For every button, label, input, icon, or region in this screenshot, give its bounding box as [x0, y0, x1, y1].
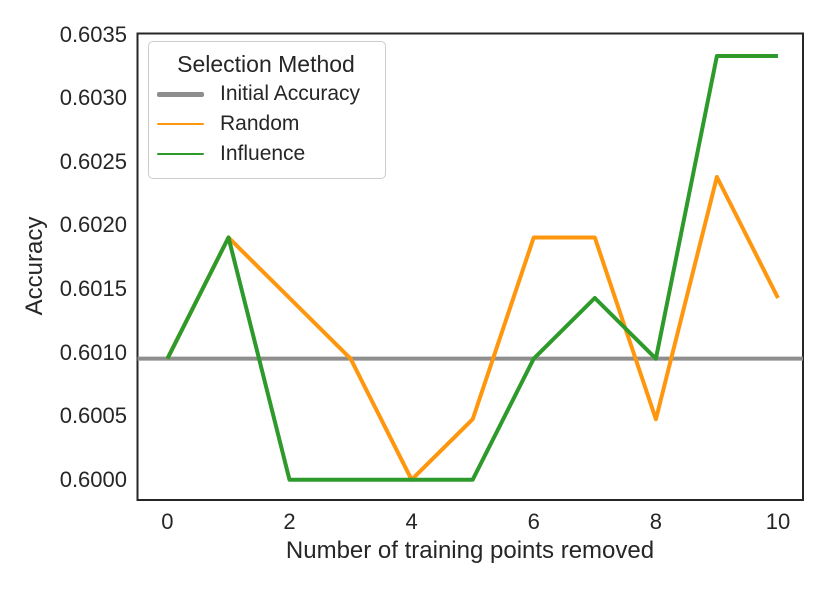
legend-item-random: Random: [157, 109, 375, 139]
y-axis-label: Accuracy: [21, 216, 48, 316]
y-tick-label-0.6035: 0.6035: [59, 21, 127, 47]
x-tick-label-4: 4: [405, 509, 418, 534]
x-axis-label: Number of training points removed: [285, 537, 655, 564]
y-tick-label-0.6005: 0.6005: [59, 403, 127, 429]
y-tick-label-0.6015: 0.6015: [59, 275, 127, 301]
legend: Selection Method Initial Accuracy Random I…: [148, 41, 386, 179]
series-line-random: [165, 175, 780, 482]
x-tick-label-10: 10: [765, 509, 791, 534]
legend-items: Initial Accuracy Random Influence: [157, 79, 375, 169]
y-tick-label-0.6000: 0.6000: [59, 466, 127, 492]
legend-line-sample-initial-accuracy: [157, 91, 204, 97]
x-tick-label-2: 2: [283, 509, 296, 534]
x-tick-label-0: 0: [161, 509, 174, 534]
legend-line-sample-random: [157, 122, 204, 126]
legend-item-initial-accuracy: Initial Accuracy: [157, 79, 375, 109]
y-tick-label-0.6025: 0.6025: [59, 148, 127, 174]
y-tick-label-0.6010: 0.6010: [59, 339, 127, 365]
y-tick-label-0.6020: 0.6020: [59, 212, 127, 238]
legend-label-random: Random: [220, 112, 300, 135]
series-line-influence: [165, 54, 778, 482]
legend-item-influence: Influence: [157, 139, 375, 169]
y-tick-label-0.6030: 0.6030: [59, 85, 127, 111]
legend-label-influence: Influence: [220, 142, 306, 165]
legend-line-sample-influence: [157, 152, 204, 156]
legend-label-initial-accuracy: Initial Accuracy: [220, 82, 361, 105]
x-tick-label-6: 6: [527, 509, 540, 534]
x-tick-label-8: 8: [649, 509, 662, 534]
axes-spines: [136, 32, 804, 501]
legend-title: Selection Method: [177, 51, 355, 77]
